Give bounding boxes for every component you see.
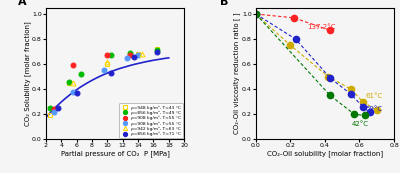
Text: 61°C: 61°C bbox=[366, 93, 383, 99]
Y-axis label: CO₂-Oil viscosity reduction ratio [ ]: CO₂-Oil viscosity reduction ratio [ ] bbox=[234, 13, 240, 134]
X-axis label: CO₂-Oil solubility [molar fraction]: CO₂-Oil solubility [molar fraction] bbox=[267, 150, 383, 157]
Text: 137.2°C: 137.2°C bbox=[308, 24, 336, 30]
Y-axis label: CO₂ Solubility [molar fraction]: CO₂ Solubility [molar fraction] bbox=[24, 21, 30, 126]
Text: 42°C: 42°C bbox=[352, 121, 369, 127]
Text: 59°C: 59°C bbox=[366, 106, 383, 112]
Text: A: A bbox=[18, 0, 27, 7]
Legend: ρ=948 kg/m³, T=43 °C, ρ=856 kg/m³, T=49 °C, ρ=908 kg/m³, T=55 °C, ρ=908 kg/m³, T: ρ=948 kg/m³, T=43 °C, ρ=856 kg/m³, T=49 … bbox=[119, 103, 183, 138]
Text: B: B bbox=[220, 0, 228, 7]
X-axis label: Partial pressure of CO₂  P [MPa]: Partial pressure of CO₂ P [MPa] bbox=[61, 150, 170, 157]
